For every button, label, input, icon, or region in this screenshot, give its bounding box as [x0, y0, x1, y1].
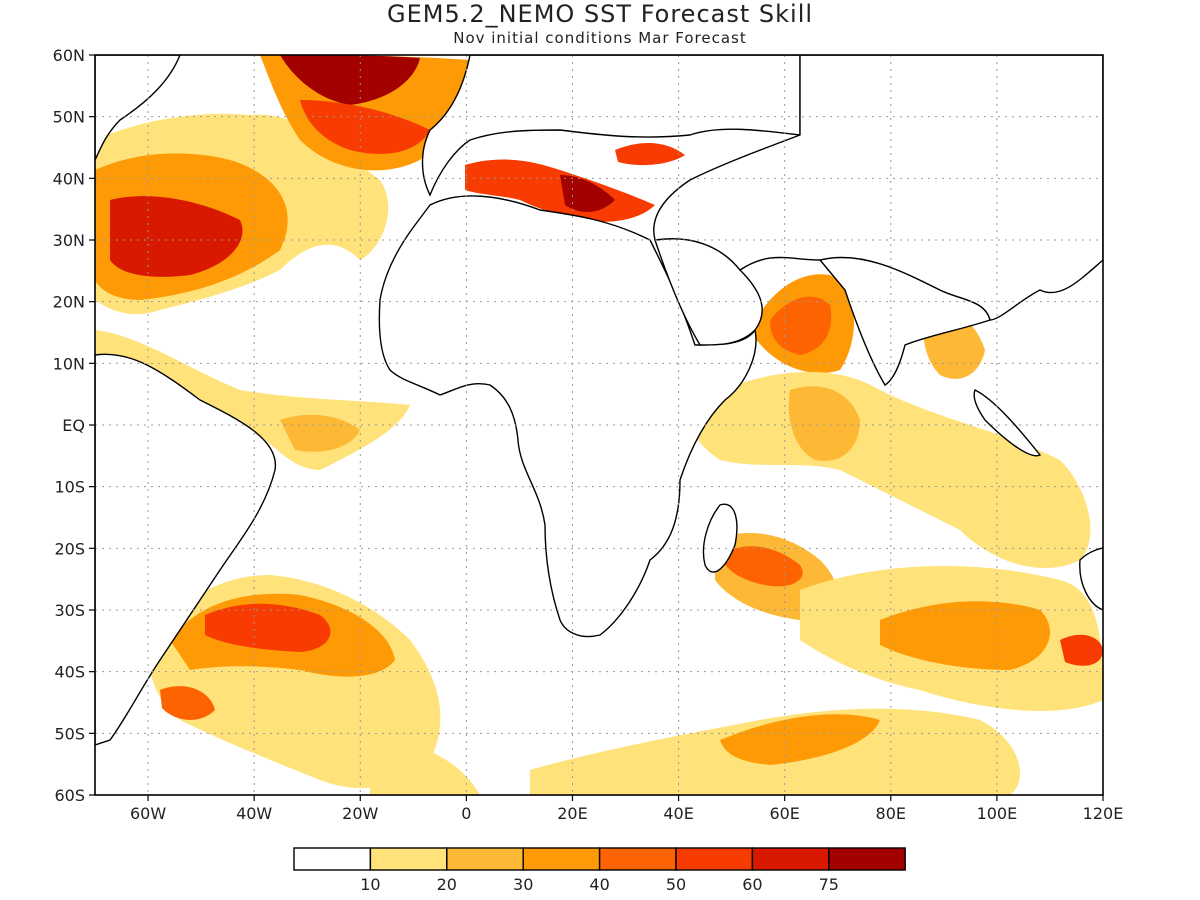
- lon-tick-label: 60W: [130, 804, 166, 823]
- lon-tick-label: 20E: [557, 804, 587, 823]
- skill-region-black-sea: [615, 143, 685, 166]
- lon-tick-label: 40E: [663, 804, 693, 823]
- colorbar-label: 30: [513, 875, 533, 894]
- skill-region-north-atlantic: [280, 55, 420, 105]
- colorbar-swatch: [675, 847, 754, 871]
- lon-tick-label: 120E: [1083, 804, 1124, 823]
- lon-tick-label: 40W: [236, 804, 272, 823]
- lat-tick-label: 20N: [53, 293, 85, 312]
- skill-region-mediterranean: [560, 175, 615, 212]
- lat-tick-label: 10N: [53, 354, 85, 373]
- skill-shading: [95, 55, 1103, 795]
- axis-labels: 60N 50N 40N 30N 20N 10N EQ 10S 20S 30S 40S 50S 60S 60…: [53, 46, 1124, 823]
- lon-tick-label: 20W: [342, 804, 378, 823]
- lat-tick-label: 30N: [53, 231, 85, 250]
- skill-region-north-atlantic: [110, 196, 243, 277]
- skill-region-tropical-atlantic: [280, 414, 360, 452]
- skill-region-south-indian: [1060, 634, 1103, 666]
- australia-outline: [1079, 547, 1103, 611]
- colorbar-swatch: [446, 847, 524, 871]
- lon-tick-label: 100E: [977, 804, 1018, 823]
- lat-tick-label: 60S: [54, 786, 85, 805]
- map-title: GEM5.2_NEMO SST Forecast Skill: [386, 0, 814, 28]
- skill-region-north-atlantic: [300, 100, 430, 154]
- colorbar-label: 50: [666, 875, 686, 894]
- maritime-continent-outline: [973, 389, 1042, 457]
- skill-region-south-indian: [880, 601, 1050, 670]
- lon-tick-label: 80E: [876, 804, 906, 823]
- lat-tick-label: 20S: [54, 539, 85, 558]
- colorbar-swatch: [598, 847, 677, 871]
- colorbar-swatch: [751, 847, 830, 871]
- coastlines: [95, 55, 1103, 746]
- colorbar-label: 20: [437, 875, 457, 894]
- colorbar-label: 60: [742, 875, 762, 894]
- lat-tick-label: 30S: [54, 601, 85, 620]
- lat-tick-label: 40S: [54, 663, 85, 682]
- europe-outline: [421, 55, 801, 197]
- lat-tick-label: 50N: [53, 108, 85, 127]
- colorbar-swatch: [369, 847, 448, 871]
- colorbar-label: 40: [589, 875, 609, 894]
- colorbar-label: 10: [360, 875, 380, 894]
- skill-region-south-atlantic: [160, 686, 215, 720]
- skill-region-southern-ocean: [720, 714, 880, 765]
- skill-region-south-indian: [720, 546, 803, 587]
- lat-tick-label: EQ: [62, 416, 85, 435]
- north-america-outline: [95, 55, 181, 161]
- colorbar-label: 75: [819, 875, 839, 894]
- south-america-outline: [95, 353, 276, 746]
- colorbar-swatch: [293, 847, 372, 871]
- colorbar-swatch: [828, 847, 906, 871]
- lat-tick-label: 50S: [54, 724, 85, 743]
- madagascar-outline: [702, 503, 738, 573]
- skill-region-south-atlantic: [205, 603, 331, 652]
- lon-tick-label: 60E: [769, 804, 799, 823]
- colorbar: 10 20 30 40 50 60 75: [293, 847, 906, 894]
- skill-region-arabian-sea: [770, 296, 832, 355]
- skill-region-southern-ocean: [370, 740, 480, 795]
- lat-tick-label: 60N: [53, 46, 85, 65]
- colorbar-swatch: [522, 847, 601, 871]
- lon-tick-label: 0: [461, 804, 471, 823]
- lat-tick-label: 40N: [53, 169, 85, 188]
- map-subtitle: Nov initial conditions Mar Forecast: [453, 29, 747, 47]
- lat-tick-label: 10S: [54, 478, 85, 497]
- skill-region-mediterranean: [465, 159, 655, 222]
- skill-region-indian-ocean: [788, 386, 860, 461]
